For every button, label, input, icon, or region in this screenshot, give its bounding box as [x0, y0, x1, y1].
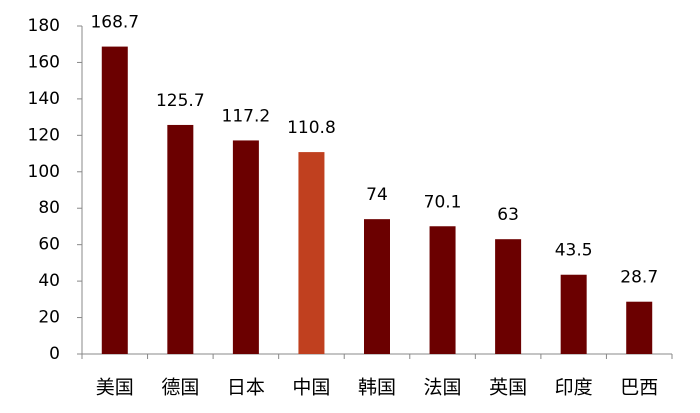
- data-label: 70.1: [424, 192, 462, 212]
- bar: [101, 46, 128, 354]
- x-tick-label: 德国: [161, 377, 199, 399]
- y-tick-label: 60: [38, 235, 60, 255]
- bar: [232, 140, 259, 354]
- data-label: 28.7: [620, 268, 658, 288]
- y-tick-label: 20: [38, 308, 60, 328]
- x-tick-label: 巴西: [620, 377, 658, 399]
- data-label: 117.2: [222, 106, 271, 126]
- y-tick-label: 100: [28, 162, 60, 182]
- bar: [429, 226, 456, 354]
- x-tick-label: 日本: [227, 377, 265, 399]
- data-label: 168.7: [90, 13, 139, 33]
- x-tick-label: 法国: [424, 377, 462, 399]
- data-label: 74: [366, 185, 388, 205]
- bar: [167, 124, 194, 355]
- y-tick-label: 120: [28, 125, 60, 145]
- y-tick-label: 180: [28, 16, 60, 36]
- bar: [495, 239, 522, 354]
- x-tick-label: 美国: [96, 377, 134, 399]
- bar: [364, 219, 390, 354]
- y-tick-label: 140: [28, 89, 60, 109]
- bar: [298, 152, 325, 354]
- x-tick-label: 韩国: [358, 377, 396, 399]
- data-label: 63: [497, 205, 519, 225]
- bar: [626, 301, 653, 354]
- y-tick-label: 0: [49, 344, 60, 364]
- data-label: 125.7: [156, 91, 205, 111]
- y-tick-label: 80: [38, 198, 60, 218]
- data-label: 43.5: [555, 241, 593, 261]
- y-tick-label: 40: [38, 271, 60, 291]
- x-tick-label: 英国: [489, 377, 527, 399]
- x-tick-label: 印度: [555, 377, 593, 399]
- data-label: 110.8: [287, 118, 336, 138]
- x-tick-label: 中国: [292, 377, 330, 399]
- bar: [560, 274, 587, 354]
- y-tick-label: 160: [28, 52, 60, 72]
